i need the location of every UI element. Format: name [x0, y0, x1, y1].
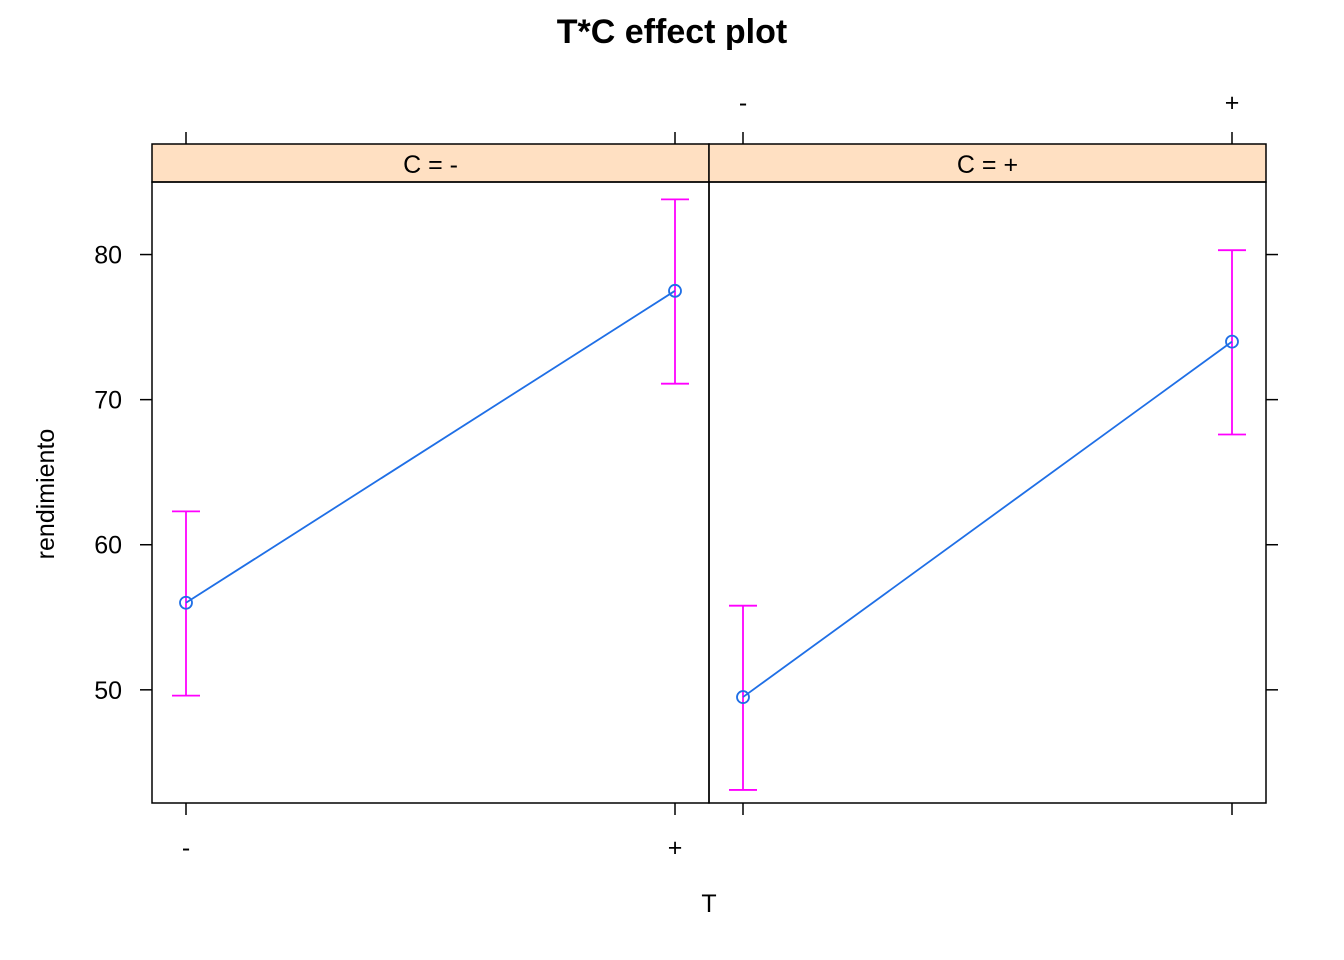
panel-frame-0: [151, 181, 710, 804]
strip-panel-0: [151, 143, 710, 183]
x-tick-label-top: +: [1225, 89, 1240, 117]
x-tick-label-bottom: +: [668, 834, 683, 862]
data-point: [668, 283, 682, 298]
x-tick-label-bottom: -: [182, 834, 190, 862]
strip-label-1: C = +: [957, 151, 1018, 179]
effect-line: [742, 340, 1233, 698]
chart-title: T*C effect plot: [557, 13, 787, 51]
y-axis-label: rendimiento: [32, 429, 60, 560]
x-tick-label-top: -: [739, 89, 747, 117]
panel-frame-1: [708, 181, 1267, 804]
y-tick-label: 80: [94, 242, 122, 270]
data-point: [179, 595, 193, 610]
data-point: [1225, 334, 1239, 349]
y-tick-label: 70: [94, 387, 122, 415]
data-point: [736, 690, 750, 704]
strip-label-0: C = -: [403, 151, 458, 179]
strip-panel-1: [708, 143, 1267, 183]
effect-line: [185, 290, 676, 604]
panels-group: C = - - + C = + - +50 60 70 80: [94, 89, 1278, 862]
y-tick-label: 50: [94, 677, 122, 705]
y-tick-label: 60: [94, 532, 122, 560]
x-axis-label: T: [701, 890, 716, 918]
